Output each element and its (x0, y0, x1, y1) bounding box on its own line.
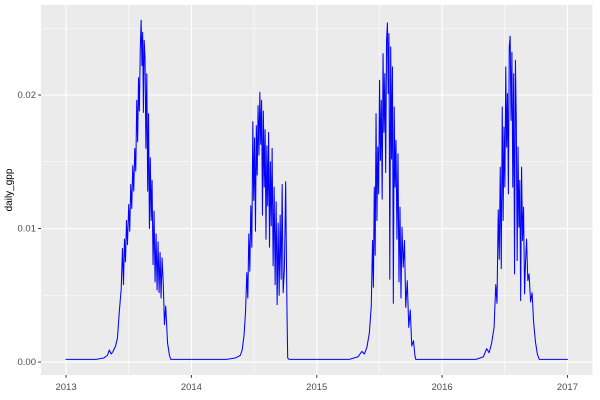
data-line-daily_gpp (65, 19, 568, 360)
x-tick-label: 2013 (55, 382, 76, 393)
y-axis-title: daily_gpp (4, 168, 15, 211)
x-tick-label: 2016 (432, 382, 453, 393)
y-tick-label: 0.02 (18, 90, 37, 101)
x-tick-label: 2017 (557, 382, 578, 393)
y-tick-label: 0.00 (18, 357, 37, 368)
x-tick-label: 2014 (181, 382, 202, 393)
y-tick-label: 0.01 (18, 224, 37, 235)
x-tick-label: 2015 (306, 382, 327, 393)
